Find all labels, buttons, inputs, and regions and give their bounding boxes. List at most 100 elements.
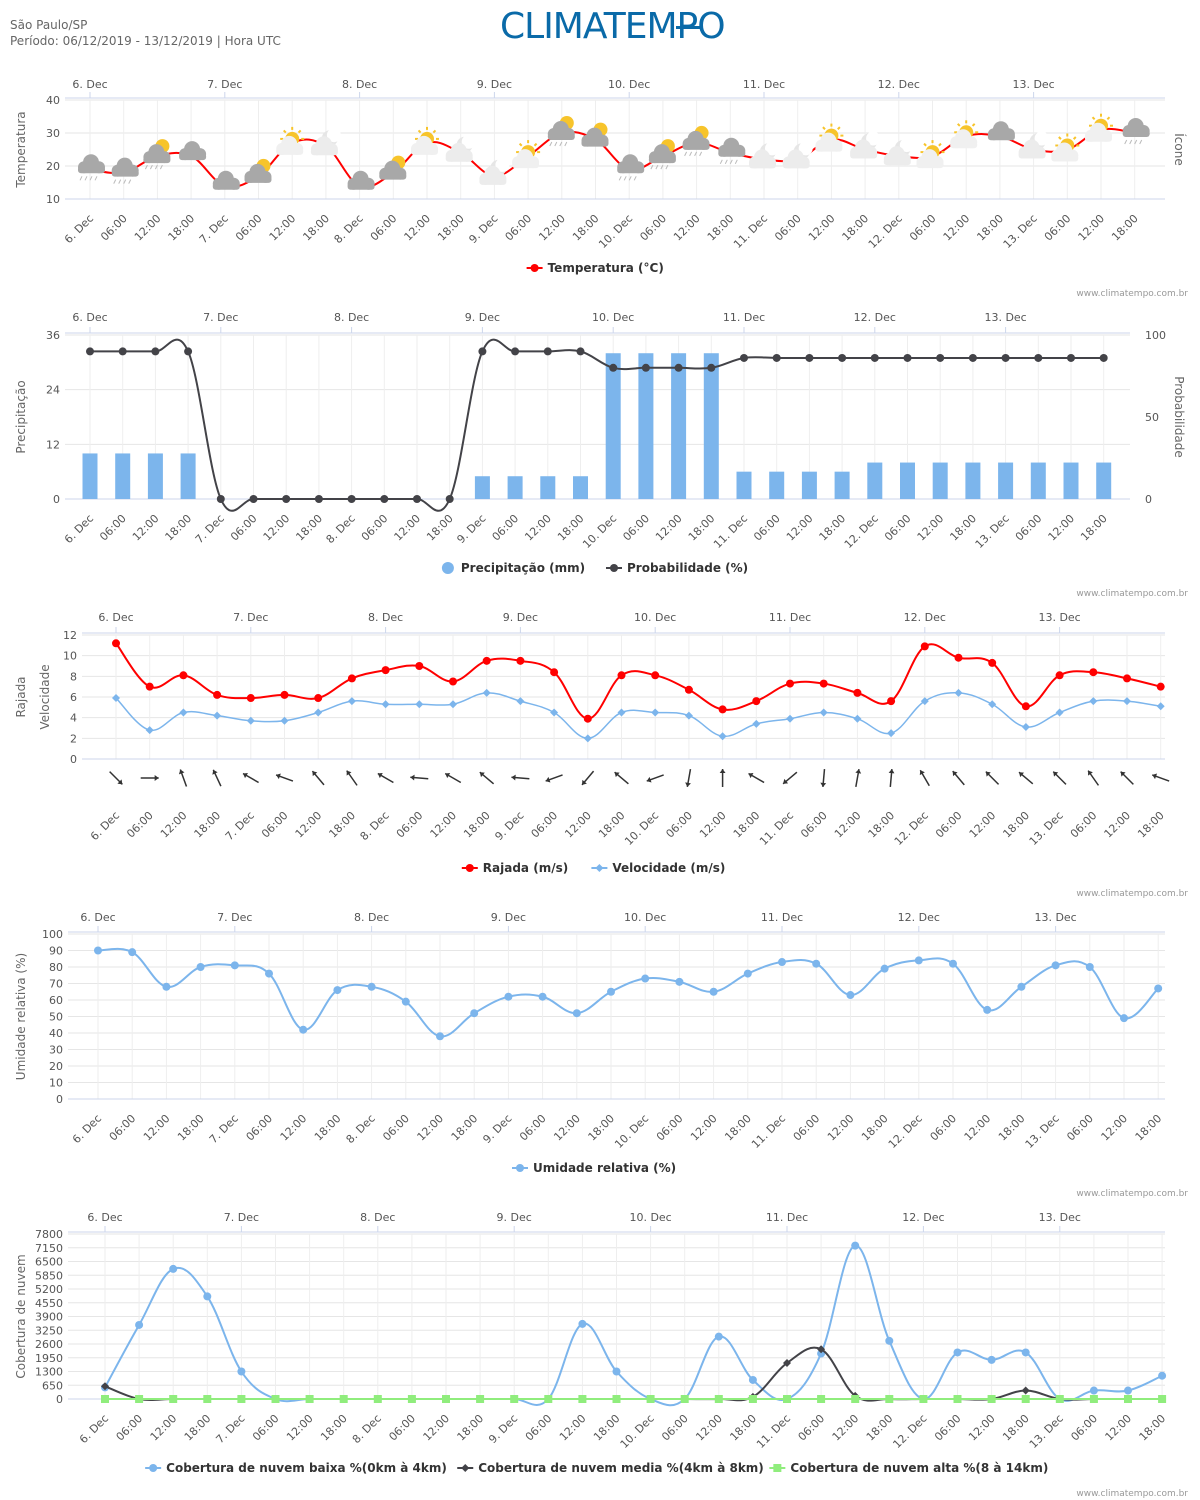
wind-arrow-head bbox=[614, 772, 620, 778]
cloud-mid-point bbox=[1021, 1386, 1030, 1395]
top-day-label: 8. Dec bbox=[342, 78, 377, 91]
cloud-part bbox=[950, 141, 978, 149]
probability-point bbox=[674, 363, 683, 372]
light-cloud-icon bbox=[479, 165, 507, 185]
humidity-point bbox=[778, 958, 786, 967]
precipitation-bar bbox=[1096, 462, 1112, 499]
cloud-high-point bbox=[612, 1395, 621, 1403]
wind-arrow-head bbox=[545, 776, 551, 783]
wind-arrow-head bbox=[154, 775, 159, 781]
x-tick-label: 06:00 bbox=[791, 1112, 823, 1144]
x-tick-label: 06:00 bbox=[1068, 1412, 1100, 1444]
rain-cloud-icon bbox=[682, 130, 710, 150]
rain-drop bbox=[699, 151, 703, 157]
x-tick-label: 18:00 bbox=[455, 1412, 487, 1444]
cloud-high-point bbox=[919, 1395, 928, 1403]
light-cloud-icon bbox=[950, 129, 978, 149]
y-axis-title: Temperatura bbox=[14, 111, 28, 188]
rain-drop bbox=[628, 176, 632, 181]
x-tick-label: 11. Dec bbox=[757, 809, 796, 848]
cloud-part bbox=[850, 151, 878, 159]
cloud-icon bbox=[379, 160, 407, 180]
x-tick-label: 06:00 bbox=[250, 1412, 282, 1444]
x-tick-label: 18:00 bbox=[727, 1412, 759, 1444]
probability-point bbox=[707, 363, 716, 372]
speed-point bbox=[1021, 722, 1030, 731]
precipitation-bar bbox=[932, 462, 948, 499]
probability-point bbox=[641, 363, 650, 372]
speed-point bbox=[246, 716, 255, 725]
x-tick-label: 9. Dec bbox=[466, 212, 500, 246]
gust-point bbox=[583, 714, 592, 723]
top-day-label: 13. Dec bbox=[1012, 78, 1054, 91]
speed-point bbox=[449, 700, 457, 709]
cloud-part bbox=[212, 182, 240, 190]
cloud-low-point bbox=[237, 1367, 246, 1376]
cloud-part bbox=[547, 133, 575, 140]
top-day-label: 13. Dec bbox=[1038, 611, 1080, 624]
rain-drop bbox=[89, 176, 93, 181]
humidity-point bbox=[1120, 1014, 1128, 1023]
x-tick-label: 12:00 bbox=[967, 809, 999, 841]
rain-cloud-icon bbox=[547, 121, 575, 140]
cloud-mid-point bbox=[783, 1359, 791, 1368]
probability-point bbox=[347, 495, 356, 503]
wind-arrow-head bbox=[855, 769, 862, 774]
gust-point bbox=[887, 697, 896, 706]
y-tick-label: 4 bbox=[70, 712, 77, 725]
rain-cloud-icon bbox=[143, 144, 171, 164]
moon-cut bbox=[765, 141, 779, 156]
humidity-point bbox=[162, 982, 171, 991]
gust-point bbox=[314, 694, 323, 703]
cloud-high-point bbox=[169, 1395, 178, 1403]
wind-arrow-head bbox=[276, 773, 281, 780]
speed-point bbox=[887, 729, 896, 738]
cloud-high-point bbox=[544, 1395, 553, 1403]
y-tick-label: 12 bbox=[46, 438, 60, 451]
cloud-part bbox=[617, 166, 645, 174]
light-cloud-icon bbox=[1051, 142, 1079, 162]
x-tick-label: 12:00 bbox=[966, 1412, 998, 1444]
x-tick-label: 12:00 bbox=[132, 212, 164, 244]
top-day-label: 6. Dec bbox=[72, 311, 107, 324]
x-tick-label: 18:00 bbox=[166, 212, 198, 244]
x-tick-label: 06:00 bbox=[114, 1412, 146, 1444]
precipitation-bar bbox=[703, 353, 719, 499]
x-tick-label: 10. Dec bbox=[618, 1412, 657, 1451]
wind-arrow-head bbox=[312, 771, 318, 777]
legend-symbol bbox=[149, 1464, 158, 1472]
gust-point bbox=[482, 656, 491, 665]
credit-link: www.climatempo.com.br bbox=[1076, 1189, 1188, 1199]
cloud-high-point bbox=[1089, 1395, 1098, 1403]
top-day-label: 10. Dec bbox=[608, 78, 650, 91]
x-tick-label: 18:00 bbox=[1109, 212, 1141, 244]
top-day-label: 7. Dec bbox=[233, 611, 268, 624]
x-tick-label: 7. Dec bbox=[193, 512, 227, 546]
speed-point bbox=[280, 716, 289, 725]
speed-point bbox=[752, 719, 761, 728]
x-tick-label: 12:00 bbox=[832, 809, 864, 841]
logo-dash bbox=[676, 26, 700, 29]
wind-arrow-head bbox=[479, 772, 485, 778]
y-axis-title: Rajada bbox=[14, 676, 28, 717]
top-day-label: 8. Dec bbox=[354, 911, 389, 924]
gust-point bbox=[920, 642, 929, 651]
precipitation-bar bbox=[573, 476, 588, 499]
probability-point bbox=[216, 495, 225, 503]
x-tick-label: 13. Dec bbox=[1023, 1112, 1062, 1151]
x-tick-label: 18:00 bbox=[182, 1412, 214, 1444]
rain-drop bbox=[1134, 139, 1138, 145]
x-tick-label: 12:00 bbox=[1099, 1112, 1131, 1144]
y-axis-title-right: Ícone bbox=[1172, 133, 1187, 165]
wind-arrow-head bbox=[685, 782, 691, 787]
rain-drop bbox=[1129, 139, 1133, 145]
cloud-part bbox=[1018, 151, 1046, 159]
legend-symbol bbox=[465, 864, 474, 872]
cloud-part bbox=[347, 182, 375, 190]
x-tick-label: 7. Dec bbox=[213, 1412, 247, 1446]
cloud-part bbox=[883, 158, 911, 166]
speed-point bbox=[482, 688, 491, 697]
x-tick-label: 18:00 bbox=[175, 1112, 207, 1144]
x-tick-label: 13. Dec bbox=[1001, 212, 1040, 251]
x-tick-label: 13. Dec bbox=[1027, 1412, 1066, 1451]
